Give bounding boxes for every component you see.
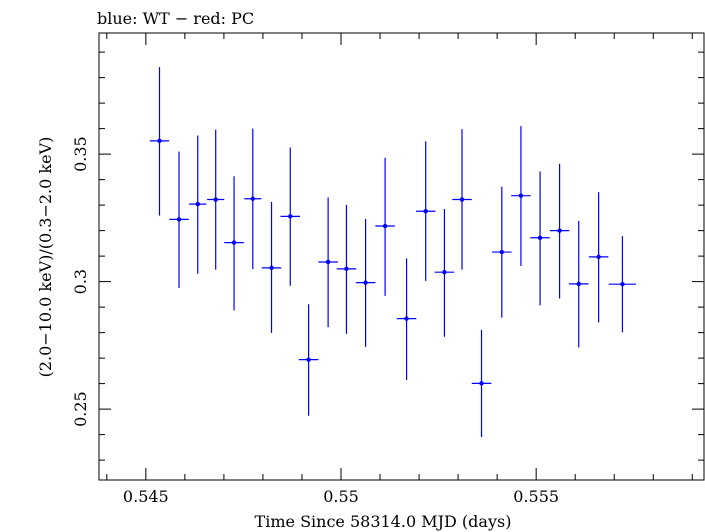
data-point (434, 208, 455, 337)
data-point (355, 218, 376, 347)
axis-tick-labels: 0.545 0.55 0.555 0.25 0.3 0.35 (71, 136, 559, 506)
data-point (588, 192, 609, 323)
data-point (261, 202, 282, 333)
y-tick-label: 0.3 (71, 269, 90, 294)
y-tick-label: 0.25 (71, 391, 90, 427)
x-tick-label: 0.55 (323, 487, 359, 506)
point-marker (344, 266, 349, 272)
y-axis-label: (2.0−10.0 keV)/(0.3−2.0 keV) (36, 137, 55, 378)
axis-ticks (99, 33, 704, 480)
point-marker (363, 280, 368, 285)
chart-title: blue: WT − red: PC (97, 9, 254, 28)
point-marker (195, 201, 200, 207)
point-marker (382, 223, 388, 229)
data-point (471, 329, 492, 438)
point-marker (557, 228, 562, 233)
x-tick-label: 0.545 (123, 487, 169, 506)
x-axis-label: Time Since 58314.0 MJD (days) (255, 512, 512, 531)
data-point (530, 171, 550, 306)
data-point (149, 67, 170, 216)
data-point (568, 220, 589, 348)
data-point (452, 129, 472, 270)
point-marker (213, 197, 218, 202)
data-point (207, 129, 225, 270)
data-point (189, 135, 207, 274)
point-marker (306, 357, 311, 362)
point-marker (518, 193, 524, 198)
data-point (549, 163, 570, 299)
point-marker (404, 316, 409, 321)
point-marker (576, 281, 581, 287)
point-marker (537, 235, 543, 240)
point-marker (479, 381, 484, 386)
point-marker (423, 209, 428, 214)
data-point (415, 141, 436, 281)
data-point (280, 147, 301, 286)
data-point (336, 204, 357, 334)
point-marker (288, 214, 293, 219)
data-point (492, 186, 512, 318)
point-marker (596, 254, 601, 260)
point-marker (250, 196, 255, 201)
point-marker (325, 259, 331, 265)
data-point (224, 176, 244, 311)
data-point (318, 197, 338, 328)
data-point (375, 157, 395, 296)
data-point (298, 304, 319, 416)
y-tick-label: 0.35 (71, 136, 90, 172)
point-marker (157, 138, 162, 144)
data-point (608, 236, 637, 333)
x-tick-label: 0.555 (513, 487, 559, 506)
data-point (169, 151, 189, 288)
point-marker (499, 249, 505, 255)
point-marker (231, 240, 237, 245)
data-points (149, 67, 637, 438)
point-marker (459, 197, 465, 202)
data-point (244, 128, 262, 270)
point-marker (442, 269, 447, 275)
point-marker (620, 281, 625, 287)
data-point (396, 258, 417, 381)
plot-frame (98, 32, 705, 481)
point-marker (176, 217, 182, 222)
point-marker (269, 265, 274, 271)
data-point (511, 126, 531, 267)
